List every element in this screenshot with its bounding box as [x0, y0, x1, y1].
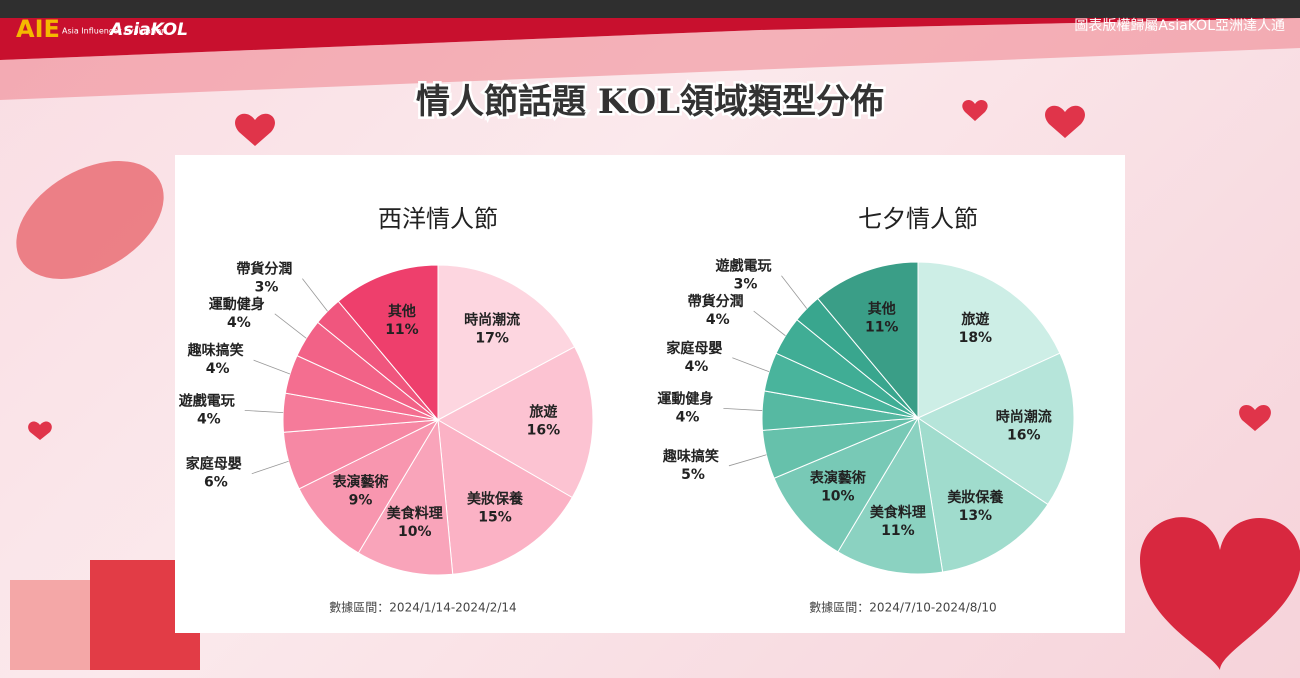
pie-slice — [916, 352, 1075, 506]
slice-label: 美食料理 — [387, 505, 443, 522]
leader-line — [274, 313, 307, 339]
value-label: 11% — [881, 523, 915, 539]
value-label: 17% — [475, 331, 509, 347]
value-label: 11% — [865, 319, 899, 335]
slice-label: 表演藝術 — [809, 469, 866, 486]
heart — [28, 421, 52, 440]
pie-slice — [437, 264, 576, 421]
value-label: 4% — [706, 312, 730, 328]
leader-line — [302, 278, 328, 312]
value-label: 9% — [349, 493, 373, 509]
value-label: 18% — [959, 330, 993, 346]
heart — [1045, 105, 1085, 138]
leader-line — [728, 454, 767, 467]
slice-label: 趣味搞笑 — [187, 342, 244, 359]
value-label: 13% — [959, 508, 993, 524]
page-title: 情人節話題 KOL領域類型分佈 — [416, 82, 884, 122]
slice-label: 旅遊 — [529, 404, 557, 421]
slice-label: 遊戲電玩 — [179, 392, 235, 409]
heart — [235, 113, 275, 146]
value-label: 4% — [676, 409, 700, 425]
pie-slice — [437, 419, 573, 575]
slice-label: 帶貨分潤 — [688, 293, 744, 310]
slice-label: 家庭母嬰 — [666, 340, 722, 357]
leader-line — [251, 460, 289, 475]
slice-label: 美妝保養 — [947, 489, 1003, 506]
note: 數據區間：2024/1/14-2024/2/14 — [329, 601, 516, 615]
heart — [1239, 405, 1271, 431]
value-label: 15% — [478, 510, 512, 526]
slice-label: 運動健身 — [657, 390, 713, 407]
slice-label: 遊戲電玩 — [715, 258, 771, 275]
logo: AsiaKOL — [108, 20, 188, 40]
note: 數據區間：2024/7/10-2024/8/10 — [809, 601, 996, 615]
brand: AIE — [16, 15, 60, 43]
gift — [10, 580, 100, 670]
slice-label: 美妝保養 — [467, 491, 523, 508]
slice-label: 時尚潮流 — [996, 408, 1052, 425]
ribbon — [0, 18, 1300, 100]
leader-line — [723, 407, 763, 411]
copyright: 圖表版權歸屬AsiaKOL亞洲達人通 — [1074, 17, 1285, 34]
value-label: 10% — [398, 524, 432, 540]
pie-slice — [357, 418, 454, 576]
value-label: 3% — [734, 277, 758, 293]
slice-label: 趣味搞笑 — [662, 448, 719, 465]
pie-slice — [817, 261, 919, 420]
pie-slice — [436, 346, 594, 499]
slice-label: 旅遊 — [961, 311, 989, 328]
pie-slice — [773, 416, 920, 553]
value-label: 4% — [227, 315, 251, 331]
leader-line — [244, 410, 284, 414]
slice-label: 表演藝術 — [332, 474, 389, 491]
slice-label: 美食料理 — [870, 504, 926, 521]
slice-label: 運動健身 — [209, 296, 265, 313]
value-label: 5% — [681, 467, 705, 483]
pie-slice — [917, 416, 1049, 573]
pie-slice — [917, 261, 1061, 419]
value-label: 4% — [685, 359, 709, 375]
value-label: 16% — [1007, 427, 1041, 443]
slice-label: 其他 — [868, 300, 896, 317]
value-label: 4% — [206, 361, 230, 377]
value-label: 4% — [197, 411, 221, 427]
slice-label: 其他 — [388, 303, 416, 320]
leader-line — [753, 310, 786, 337]
leader-line — [781, 275, 808, 309]
value-label: 16% — [527, 423, 561, 439]
heart-box — [1140, 517, 1300, 670]
value-label: 11% — [385, 322, 419, 338]
leader-line — [732, 357, 770, 373]
leaf — [16, 161, 164, 279]
leader-line — [253, 359, 291, 375]
pie-slice — [837, 416, 944, 575]
pie-slice — [337, 264, 439, 422]
chart-title: 七夕情人節 — [858, 205, 978, 233]
value-label: 6% — [204, 475, 228, 491]
chart-title: 西洋情人節 — [378, 205, 498, 233]
slice-label: 時尚潮流 — [464, 312, 520, 329]
top-strip — [0, 0, 1300, 18]
value-label: 3% — [255, 280, 279, 296]
brand-sub: Asia Influencer Evaluation — [62, 27, 166, 36]
slice-label: 帶貨分潤 — [236, 261, 292, 278]
pie-slice — [298, 418, 440, 554]
slice-label: 家庭母嬰 — [186, 456, 242, 473]
value-label: 10% — [821, 488, 855, 504]
heart — [962, 100, 988, 121]
